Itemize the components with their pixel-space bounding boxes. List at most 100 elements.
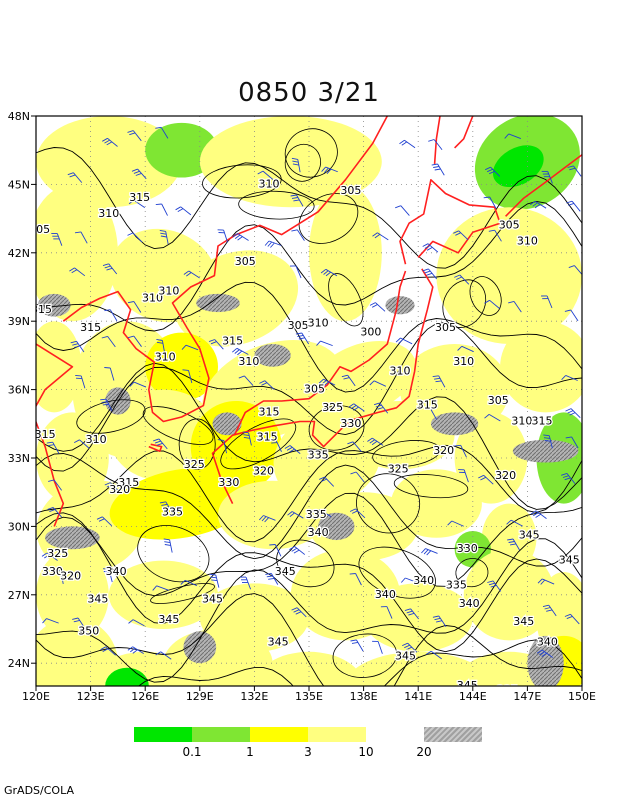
color-legend: 0.1 1 3 10 20 [134,727,484,767]
legend-swatch [308,727,366,742]
lon-tick-label: 126E [131,690,159,703]
contour-label: 310 [86,433,107,446]
legend-label: 3 [304,745,312,759]
contour-label: 345 [519,529,540,542]
contour-label: 315 [257,431,278,444]
contour-label: 320 [495,469,516,482]
contour-label: 310 [517,234,538,247]
contour-label: 350 [95,738,116,751]
contour-label: 350 [78,624,99,637]
contour-label: 345 [513,615,534,628]
contour-label: 310 [155,351,176,364]
legend-swatch [424,727,482,742]
legend-label: 10 [358,745,374,759]
contour-label: 305 [29,223,50,236]
lat-tick-label: 39N [8,315,30,328]
lat-tick-label: 36N [8,384,30,397]
contour-label: 335 [306,508,327,521]
footer-credit: GrADS/COLA [4,784,74,797]
contour-label: 330 [340,417,361,430]
contour-label: 320 [60,570,81,583]
lat-tick-label: 33N [8,452,30,465]
contour-label: 305 [235,255,256,268]
lat-tick-label: 24N [8,657,30,670]
contour-label: 305 [288,319,309,332]
contour-label: 325 [322,401,343,414]
contour-label: 330 [42,565,63,578]
wind-barbs [41,126,582,660]
contour-label: 345 [268,636,289,649]
contour-label: 345 [275,565,296,578]
contour-label: 345 [158,613,179,626]
contour-label: 330 [218,476,239,489]
contour-label: 340 [537,636,558,649]
contour-label: 345 [457,679,478,692]
contour-label: 305 [499,218,520,231]
lon-tick-label: 144E [459,690,487,703]
contour-label: 335 [446,579,467,592]
contour-label: 340 [375,588,396,601]
contour-label: 310 [142,291,163,304]
contour-label: 345 [395,649,416,662]
legend-label: 20 [416,745,432,759]
contour-label: 340 [106,565,127,578]
contour-label: 315 [417,399,438,412]
contour-label: 315 [31,303,52,316]
contour-label: 300 [360,326,381,339]
legend-swatch [192,727,250,742]
contour-label: 305 [340,184,361,197]
theta-e-contours [36,128,582,686]
contour-label: 340 [413,574,434,587]
contour-label: 310 [453,355,474,368]
contour-label: 345 [202,592,223,605]
contour-label: 340 [459,597,480,610]
lon-tick-label: 129E [186,690,214,703]
lon-tick-label: 150E [568,690,596,703]
contour-label: 315 [222,335,243,348]
lat-tick-label: 27N [8,589,30,602]
contour-label: 310 [259,177,280,190]
lon-tick-label: 147E [513,690,541,703]
legend-swatch [134,727,192,742]
contour-label: 345 [559,554,580,567]
lon-tick-label: 135E [295,690,323,703]
contour-label: 310 [238,355,259,368]
legend-label: 0.1 [182,745,202,759]
contour-label: 325 [388,462,409,475]
lat-tick-label: 45N [8,178,30,191]
contour-label: 305 [488,394,509,407]
contour-label: 335 [162,506,183,519]
axis-ticks: 120E 123E 126E 129E 132E 135E 138E 141E 144E 147E… [8,110,596,703]
lat-tick-label: 48N [8,110,30,123]
contour-label: 305 [304,383,325,396]
coastlines [36,116,582,527]
lon-tick-label: 141E [404,690,432,703]
contour-label: 345 [87,592,108,605]
contour-label: 340 [308,526,329,539]
contour-label: 315 [35,428,56,441]
contour-label: 320 [433,444,454,457]
contour-label: 305 [435,321,456,334]
contour-label: 315 [259,405,280,418]
contour-label: 330 [457,542,478,555]
contour-label: 310 [308,317,329,330]
lon-tick-label: 138E [350,690,378,703]
contour-label: 310 [390,364,411,377]
contour-label: 310 [158,285,179,298]
lat-tick-label: 30N [8,520,30,533]
map-title: 0850 3/21 [238,78,380,108]
contour-label: 315 [129,191,150,204]
contour-label: 315 [80,321,101,334]
contour-label: 325 [184,458,205,471]
lon-tick-label: 132E [240,690,268,703]
contour-label: 320 [253,465,274,478]
contour-label: 315 [118,476,139,489]
lat-lon-grid [36,116,582,686]
contour-label: 320 [109,483,130,496]
contour-label: 315 [532,415,553,428]
lat-tick-label: 42N [8,247,30,260]
contour-label: 335 [308,449,329,462]
legend-label: 1 [246,745,254,759]
